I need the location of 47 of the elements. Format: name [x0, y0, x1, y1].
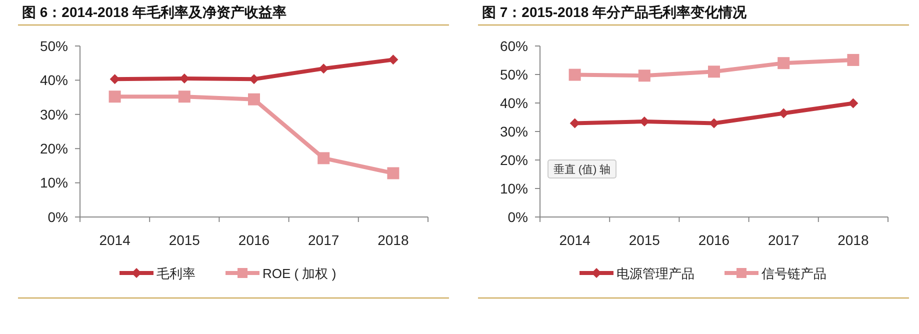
y-tick-label: 10%	[40, 174, 68, 191]
tooltip-box: 垂直 (值) 轴	[548, 160, 616, 178]
legend-label: 电源管理产品	[616, 266, 694, 281]
y-tick-label: 30%	[40, 106, 68, 122]
y-tick-label: 20%	[40, 140, 68, 156]
y-tick-label: 10%	[500, 180, 528, 196]
y-tick-label: 0%	[508, 208, 528, 225]
point	[568, 68, 581, 81]
chart-title: 图 6：2014-2018 年毛利率及净资产收益率	[22, 4, 287, 20]
x-tick-label: 2016	[698, 232, 730, 248]
x-tick-label: 2017	[308, 232, 340, 248]
point	[318, 64, 329, 74]
point	[847, 54, 860, 66]
x-tick-label: 2015	[168, 232, 200, 248]
point	[778, 57, 790, 70]
x-tick-label: 2014	[99, 232, 131, 248]
chart-title: 图 7：2015-2018 年分产品毛利率变化情况	[482, 4, 748, 20]
point	[249, 74, 259, 84]
y-tick-label: 50%	[40, 38, 68, 54]
point	[778, 108, 789, 118]
x-tick-label: 2015	[628, 232, 660, 248]
point	[108, 90, 121, 103]
point	[387, 167, 400, 180]
point	[709, 118, 719, 128]
y-tick-label: 0%	[48, 208, 68, 225]
x-tick-label: 2018	[378, 232, 409, 248]
y-tick-label: 20%	[500, 152, 528, 168]
legend-label: 信号链产品	[762, 266, 826, 281]
point	[388, 54, 398, 65]
legend-label: ROE ( 加权 )	[262, 266, 336, 281]
x-tick-label: 2018	[838, 232, 869, 248]
point	[638, 70, 650, 82]
x-tick-label: 2016	[238, 232, 270, 248]
point	[708, 66, 720, 78]
point	[248, 93, 260, 106]
legend-label: 毛利率	[156, 266, 196, 281]
point	[178, 90, 190, 103]
y-tick-label: 60%	[500, 38, 528, 54]
y-tick-label: 50%	[500, 66, 528, 82]
y-tick-label: 40%	[500, 94, 528, 111]
point	[848, 98, 858, 108]
x-tick-label: 2014	[559, 232, 591, 248]
point	[318, 152, 330, 164]
y-tick-label: 30%	[500, 123, 528, 140]
x-tick-label: 2017	[768, 232, 800, 248]
annotation: 垂直 (值) 轴	[553, 163, 611, 176]
y-tick-label: 40%	[40, 72, 68, 88]
